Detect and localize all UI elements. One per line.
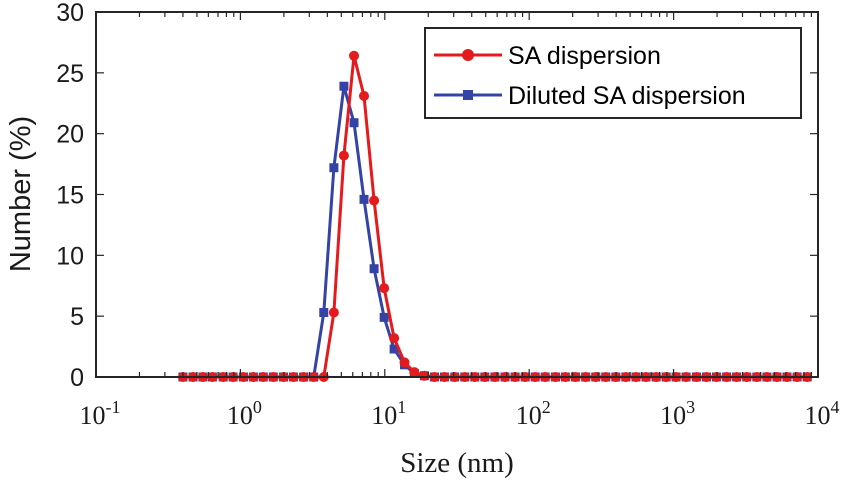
y-tick-label: 30 [56,0,84,27]
data-point [338,150,349,161]
data-point [379,312,389,322]
y-tick-label: 5 [70,303,84,331]
data-point [369,264,379,274]
x-tick-label: 100 [227,397,262,430]
data-point [328,307,339,318]
x-tick-label: 101 [371,397,406,430]
legend-label-diluted-sa-dispersion: Diluted SA dispersion [508,82,746,110]
y-tick-label: 25 [56,60,84,88]
legend-box [424,27,802,119]
x-tick-label: 102 [516,397,551,430]
tick-marks [95,11,818,378]
legend-marker-diluted-sa-dispersion [463,90,473,100]
data-point [349,50,360,61]
data-point [359,194,369,204]
y-tick-label: 0 [70,364,84,392]
plot-frame [95,11,819,378]
x-tick-label: 103 [660,397,695,430]
data-point [419,370,430,381]
x-tick-label: 104 [805,397,840,430]
data-point [359,90,370,101]
data-point [409,367,420,378]
legend: SA dispersion Diluted SA dispersion [424,27,802,119]
data-point [339,81,349,91]
y-tick-label: 20 [56,121,84,149]
y-tick-labels: 0 5 10 15 20 25 30 [56,0,84,392]
data-point [379,283,390,294]
data-point [399,357,410,368]
y-tick-label: 15 [56,182,84,210]
x-tick-labels: 10-1 100 101 102 103 104 [80,397,840,430]
data-point [349,118,359,128]
data-point [389,333,400,344]
legend-label-sa-dispersion: SA dispersion [508,42,661,70]
data-point [389,344,399,354]
data-point [369,195,380,206]
x-tick-label: 10-1 [80,397,121,430]
y-axis-title: Number (%) [5,116,37,272]
x-axis-title: Size (nm) [400,447,514,479]
data-point [329,163,339,173]
y-tick-label: 10 [56,242,84,270]
data-point [319,308,329,318]
legend-marker-sa-dispersion [462,49,474,61]
